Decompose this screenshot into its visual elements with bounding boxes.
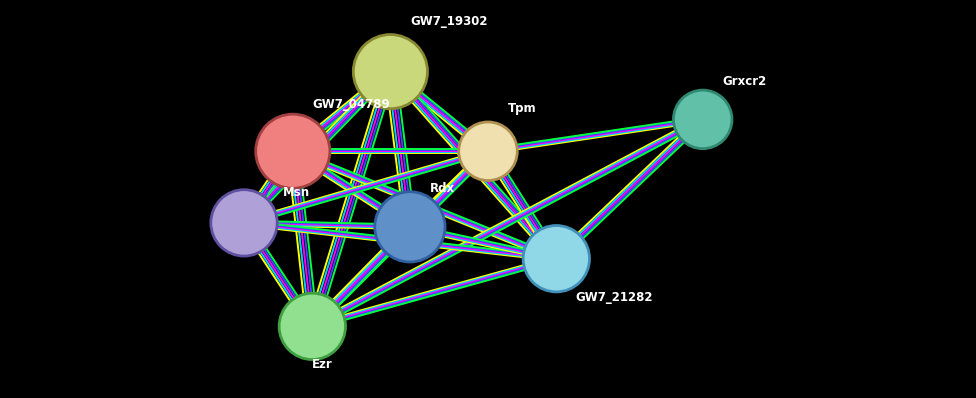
Text: Msn: Msn [283, 186, 310, 199]
Ellipse shape [673, 90, 732, 149]
Text: Rdx: Rdx [429, 182, 455, 195]
Ellipse shape [523, 226, 590, 292]
Text: Tpm: Tpm [508, 102, 536, 115]
Ellipse shape [353, 35, 427, 109]
Ellipse shape [256, 114, 330, 188]
Ellipse shape [459, 122, 517, 181]
Ellipse shape [211, 190, 277, 256]
Text: GW7_04789: GW7_04789 [312, 98, 390, 111]
Ellipse shape [279, 293, 346, 359]
Text: Ezr: Ezr [312, 358, 333, 371]
Text: GW7_19302: GW7_19302 [410, 15, 487, 28]
Ellipse shape [375, 192, 445, 262]
Text: Grxcr2: Grxcr2 [722, 74, 766, 88]
Text: GW7_21282: GW7_21282 [576, 291, 653, 304]
